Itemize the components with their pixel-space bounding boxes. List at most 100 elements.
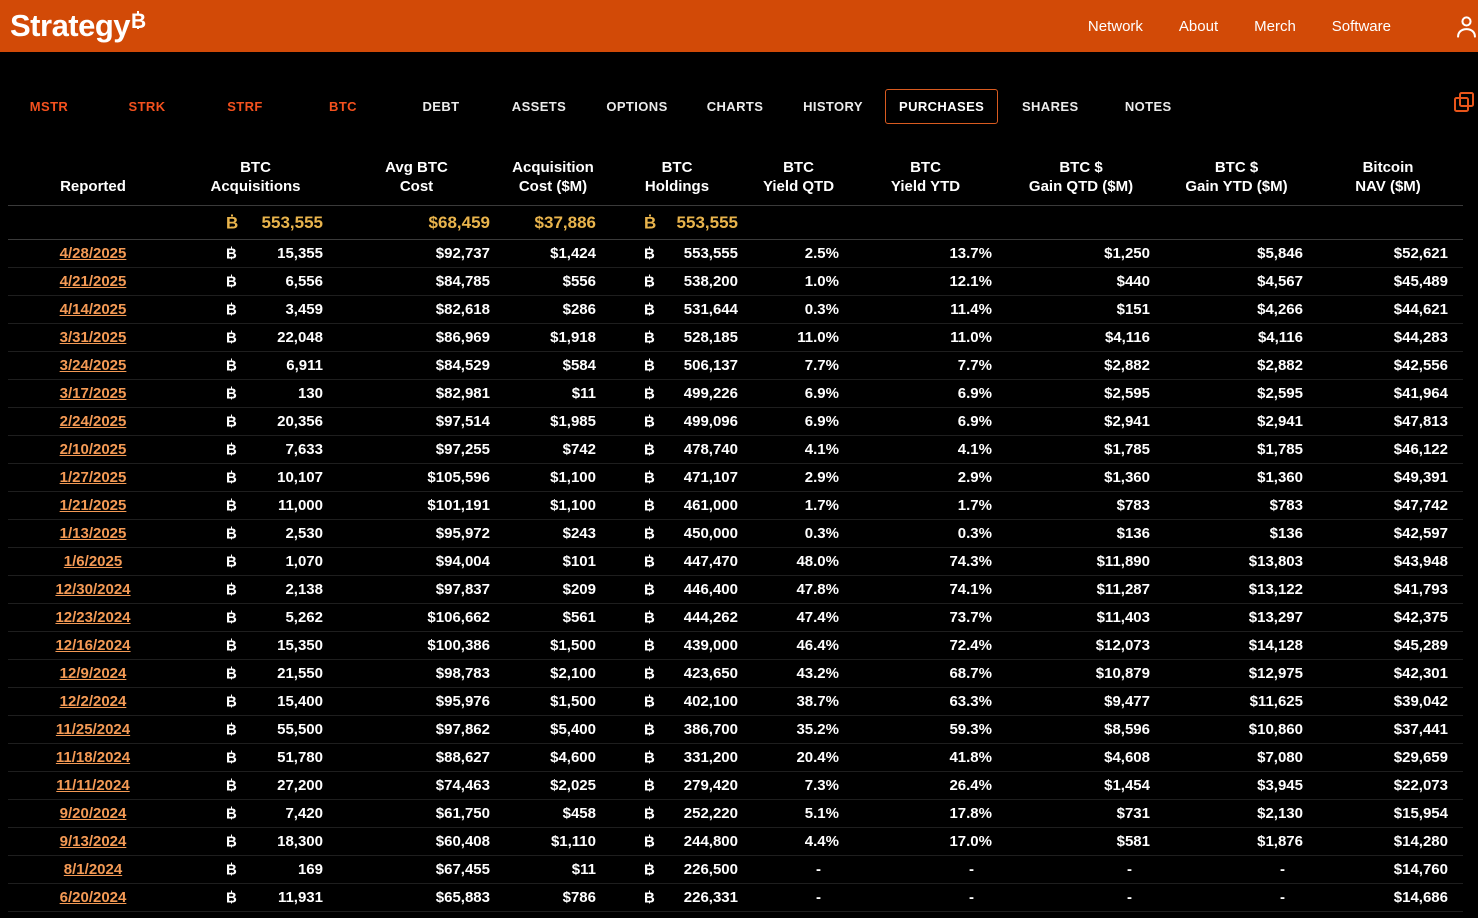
cell-acquisition-cost: $4,600 [500,743,606,772]
btc-symbol-icon: B [644,525,655,542]
btc-symbol-icon: B [644,385,655,402]
cell-btc-acquisitions: B 169 [178,855,333,884]
btc-symbol-icon: B [226,637,237,654]
reported-date-link[interactable]: 1/6/2025 [63,553,123,570]
reported-date-link[interactable]: 2/10/2025 [59,441,127,458]
cell-btc-holdings: B 447,470 [606,547,748,576]
btc-symbol-icon: B [226,525,237,542]
nav-network[interactable]: Network [1087,17,1143,35]
table-row: 3/17/2025 B 130 $82,981 $11 B 499,226 6.9% 6.9% $… [8,379,1463,408]
btc-symbol-icon: B [226,861,237,878]
cell-btc-acquisitions-value: 27,200 [277,777,323,794]
tab-shares[interactable]: SHARES [1021,98,1079,114]
btc-symbol-icon: B [226,273,237,290]
reported-date-link[interactable]: 8/1/2024 [63,861,123,878]
reported-date-link[interactable]: 12/30/2024 [55,581,131,598]
summary-avg-btc-cost: $68,459 [333,205,500,240]
table-row: 2/10/2025 B 7,633 $97,255 $742 B 478,740 4.1% 4.… [8,435,1463,464]
btc-symbol-icon: B [226,357,237,374]
reported-date-link[interactable]: 12/9/2024 [59,665,127,682]
btc-symbol-icon: B [644,329,655,346]
tab-mstr[interactable]: MSTR [29,98,69,114]
btc-symbol-icon: B [644,357,655,374]
reported-date-link[interactable]: 6/20/2024 [59,889,127,906]
cell-btc-gain-qtd: $1,360 [1002,463,1160,492]
tab-debt[interactable]: DEBT [422,98,460,114]
table-row: 11/25/2024 B 55,500 $97,862 $5,400 B 386,700 35… [8,715,1463,744]
nav-merch[interactable]: Merch [1254,17,1296,35]
reported-date-link[interactable]: 2/24/2025 [59,413,127,430]
cell-bitcoin-nav: $42,301 [1313,659,1463,688]
cell-btc-yield-qtd: 6.9% [748,379,849,408]
cell-btc-yield-ytd: 73.7% [849,603,1002,632]
cell-reported: 1/21/2025 [8,491,178,520]
cell-btc-holdings: B 499,096 [606,407,748,436]
cell-btc-gain-ytd: $13,297 [1160,603,1313,632]
cell-bitcoin-nav: $41,964 [1313,379,1463,408]
reported-date-link[interactable]: 11/25/2024 [55,721,131,738]
cell-bitcoin-nav: $37,441 [1313,715,1463,744]
cell-btc-yield-ytd: 63.3% [849,687,1002,716]
tab-purchases[interactable]: PURCHASES [885,88,999,124]
tab-notes[interactable]: NOTES [1124,98,1172,114]
cell-btc-gain-ytd: $12,975 [1160,659,1313,688]
reported-date-link[interactable]: 12/2/2024 [59,693,127,710]
strategy-logo[interactable]: StrategyB [10,8,146,44]
table-row: 12/9/2024 B 21,550 $98,783 $2,100 B 423,650 43.… [8,659,1463,688]
reported-date-link[interactable]: 4/28/2025 [59,245,127,262]
cell-reported: 9/20/2024 [8,799,178,828]
cell-btc-acquisitions: B 7,420 [178,799,333,828]
cell-btc-acquisitions-value: 5,262 [285,609,323,626]
reported-date-link[interactable]: 9/13/2024 [59,833,127,850]
nav-about[interactable]: About [1178,17,1219,35]
cell-avg-btc-cost: $100,386 [333,631,500,660]
tab-options[interactable]: OPTIONS [606,98,668,114]
copy-icon[interactable] [1452,90,1476,119]
nav-software[interactable]: Software [1331,17,1391,35]
reported-date-link[interactable]: 3/31/2025 [59,329,127,346]
cell-acquisition-cost: $2,025 [500,771,606,800]
cell-btc-holdings: B 226,331 [606,883,748,912]
table-row: 11/18/2024 B 51,780 $88,627 $4,600 B 331,200 20… [8,743,1463,772]
cell-avg-btc-cost: $84,529 [333,351,500,380]
btc-symbol-icon: B [226,245,237,262]
cell-avg-btc-cost: $98,783 [333,659,500,688]
cell-avg-btc-cost: $92,737 [333,239,500,268]
cell-btc-gain-qtd: $9,477 [1002,687,1160,716]
tab-history[interactable]: HISTORY [803,98,863,114]
reported-date-link[interactable]: 3/24/2025 [59,357,127,374]
cell-btc-holdings: B 446,400 [606,575,748,604]
logo-bitcoin-icon: B [131,10,146,33]
reported-date-link[interactable]: 12/23/2024 [55,609,131,626]
reported-date-link[interactable]: 1/21/2025 [59,497,127,514]
cell-btc-holdings: B 499,226 [606,379,748,408]
reported-date-link[interactable]: 1/13/2025 [59,525,127,542]
reported-date-link[interactable]: 11/11/2024 [56,777,130,794]
btc-symbol-icon: B [226,497,237,514]
reported-date-link[interactable]: 12/16/2024 [55,637,131,654]
cell-bitcoin-nav: $47,813 [1313,407,1463,436]
reported-date-link[interactable]: 4/21/2025 [59,273,127,290]
cell-btc-holdings: B 528,185 [606,323,748,352]
table-row: 1/6/2025 B 1,070 $94,004 $101 B 447,470 48.0% 74… [8,547,1463,576]
cell-btc-acquisitions: B 15,400 [178,687,333,716]
tab-btc[interactable]: BTC [329,98,357,114]
reported-date-link[interactable]: 4/14/2025 [59,301,127,318]
reported-date-link[interactable]: 9/20/2024 [59,805,127,822]
reported-date-link[interactable]: 1/27/2025 [59,469,127,486]
cell-avg-btc-cost: $60,408 [333,827,500,856]
cell-bitcoin-nav: $45,289 [1313,631,1463,660]
reported-date-link[interactable]: 11/18/2024 [55,749,131,766]
summary-row: B 553,555 $68,459 $37,886 B 553,555 [8,205,1463,240]
tab-strf[interactable]: STRF [227,98,263,114]
person-icon[interactable] [1453,13,1478,40]
reported-date-link[interactable]: 3/17/2025 [59,385,127,402]
btc-symbol-icon: B [226,889,237,906]
cell-btc-holdings-value: 538,200 [683,273,738,290]
cell-btc-acquisitions: B 15,350 [178,631,333,660]
cell-btc-holdings-value: 331,200 [683,749,738,766]
cell-btc-gain-qtd: $2,941 [1002,407,1160,436]
tab-charts[interactable]: CHARTS [706,98,764,114]
tab-assets[interactable]: ASSETS [511,98,567,114]
tab-strk[interactable]: STRK [128,98,166,114]
